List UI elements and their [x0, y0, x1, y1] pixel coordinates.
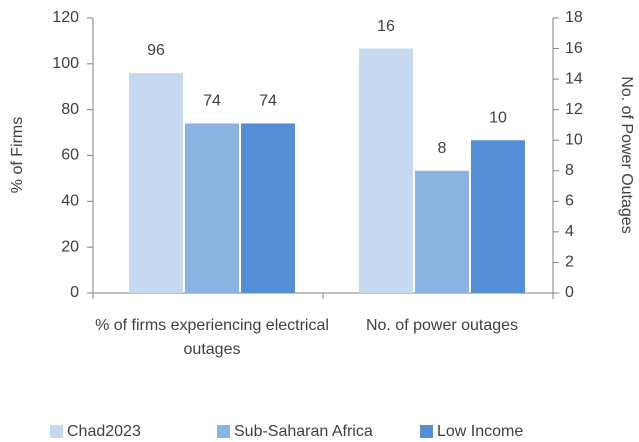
y2-tick-label: 10 — [565, 131, 583, 148]
x-tick-label: No. of power outages — [365, 317, 519, 334]
y2-tick-label: 0 — [565, 284, 574, 301]
bar — [415, 170, 469, 293]
legend-swatch — [420, 425, 433, 438]
data-label: 10 — [489, 109, 507, 126]
data-label: 96 — [147, 42, 165, 59]
x-tick-label: % of firms experiencing electrical outag… — [95, 317, 329, 358]
data-label: 8 — [438, 140, 447, 157]
y2-tick-label: 8 — [565, 162, 574, 179]
y-tick-label: 40 — [61, 193, 79, 210]
y-tick-label: 60 — [61, 147, 79, 164]
bar — [185, 123, 239, 294]
legend-label: Low Income — [437, 423, 523, 440]
y-tick-label: 0 — [70, 284, 79, 301]
legend-swatch — [50, 425, 63, 438]
data-label: 74 — [259, 93, 277, 110]
legend-swatch — [217, 425, 230, 438]
y-axis-title: % of Firms — [9, 117, 26, 193]
y2-tick-label: 16 — [565, 40, 583, 57]
y2-tick-label: 12 — [565, 101, 583, 118]
y2-tick-label: 4 — [565, 223, 574, 240]
y2-axis-title: No. of Power Outages — [618, 76, 635, 233]
y2-tick-label: 18 — [565, 9, 583, 26]
y-tick-label: 100 — [52, 55, 79, 72]
bar — [359, 48, 413, 293]
data-label: 16 — [377, 18, 395, 35]
legend-label: Chad2023 — [67, 423, 141, 440]
bar — [129, 73, 183, 293]
y-tick-label: 20 — [61, 238, 79, 255]
y2-tick-label: 6 — [565, 193, 574, 210]
bar — [471, 140, 525, 293]
bar — [241, 123, 295, 294]
y2-tick-label: 14 — [565, 70, 583, 87]
y-tick-label: 80 — [61, 101, 79, 118]
legend-label: Sub-Saharan Africa — [234, 423, 373, 440]
data-label: 74 — [203, 93, 221, 110]
y-tick-label: 120 — [52, 9, 79, 26]
y2-tick-label: 2 — [565, 254, 574, 271]
